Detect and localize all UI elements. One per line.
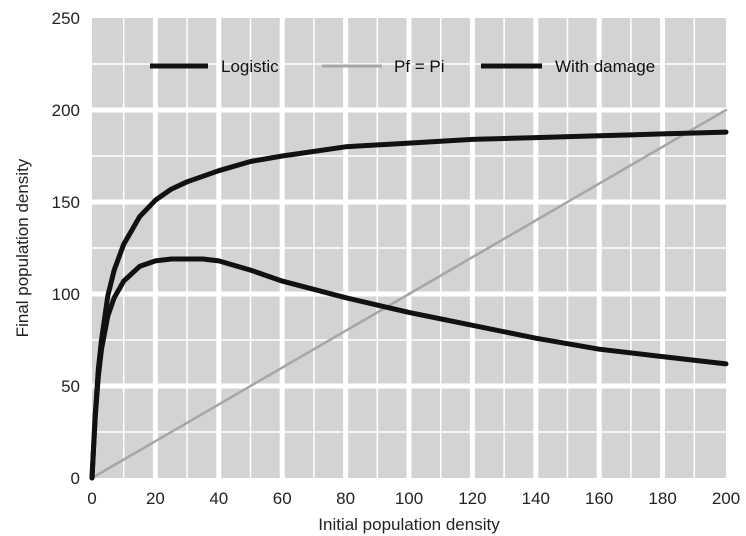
y-tick-label: 150 [52, 193, 80, 212]
legend-label-pf-eq-pi: Pf = Pi [394, 57, 445, 76]
y-axis-title: Final population density [13, 158, 32, 337]
y-tick-label: 100 [52, 285, 80, 304]
y-tick-label: 200 [52, 101, 80, 120]
series-layer [89, 108, 729, 481]
x-axis-title: Initial population density [318, 515, 500, 534]
x-tick-label: 20 [146, 489, 165, 508]
series-line-logistic [89, 129, 729, 481]
x-tick-label: 160 [585, 489, 613, 508]
legend: Logistic Pf = Pi With damage [150, 57, 655, 76]
y-tick-label: 0 [71, 469, 80, 488]
x-tick-label: 140 [522, 489, 550, 508]
legend-label-logistic: Logistic [221, 57, 279, 76]
x-tick-label: 200 [712, 489, 740, 508]
x-tick-label: 180 [648, 489, 676, 508]
legend-label-with-damage: With damage [555, 57, 655, 76]
series-line-pf-eq-pi [90, 108, 728, 480]
x-tick-label: 120 [458, 489, 486, 508]
x-tick-label: 0 [87, 489, 96, 508]
grid [92, 18, 726, 478]
x-tick-labels: 0 20 40 60 80 100 120 140 160 180 200 [87, 489, 740, 508]
x-tick-label: 80 [336, 489, 355, 508]
x-tick-label: 40 [209, 489, 228, 508]
y-tick-labels: 0 50 100 150 200 250 [52, 9, 80, 488]
x-tick-label: 100 [395, 489, 423, 508]
y-tick-label: 250 [52, 9, 80, 28]
x-tick-label: 60 [273, 489, 292, 508]
y-tick-label: 50 [61, 377, 80, 396]
